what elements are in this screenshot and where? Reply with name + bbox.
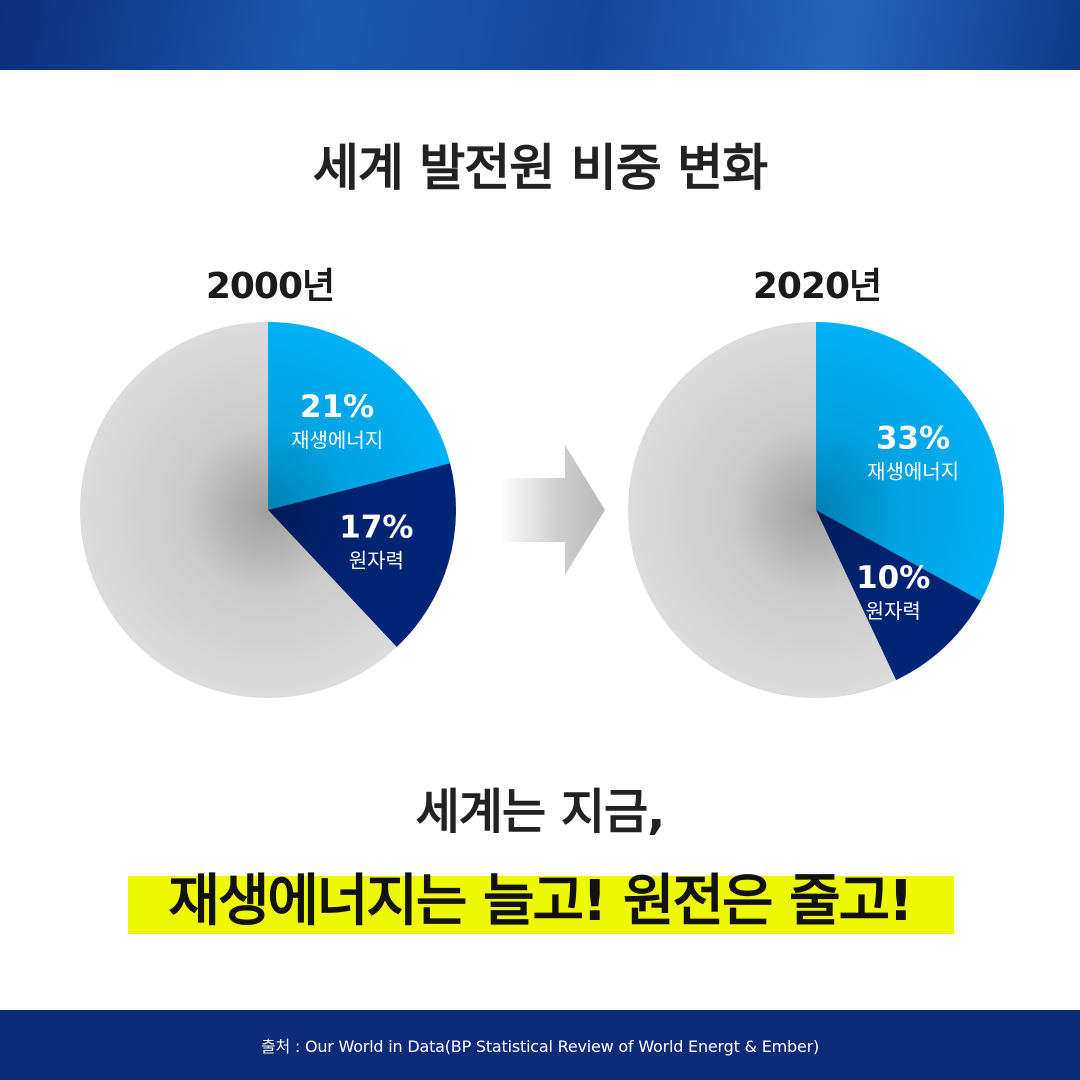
headline: 세계는 지금,: [415, 784, 666, 840]
slice-category-label: 재생에너지: [867, 460, 959, 484]
page-title: 세계 발전원 비중 변화: [312, 139, 768, 197]
pie-shading: [80, 322, 456, 698]
pie-shading: [628, 322, 1004, 698]
slice-value-label: 33%: [876, 421, 950, 457]
slice-category-label: 재생에너지: [291, 428, 383, 452]
highlight-text: 재생에너지는 늘고! 원전은 줄고!: [168, 869, 913, 934]
slice-value-label: 17%: [339, 509, 413, 545]
pie-chart-2020: 33% 재생에너지 10% 원자력: [627, 322, 1004, 698]
slice-value-label: 10%: [856, 560, 930, 596]
footer: 출처 : Our World in Data(BP Statistical Re…: [0, 1010, 1080, 1080]
arrow-right-icon: [500, 445, 605, 575]
slice-category-label: 원자력: [866, 599, 921, 623]
source-text: 출처 : Our World in Data(BP Statistical Re…: [260, 1037, 820, 1056]
slice-category-label: 원자력: [349, 548, 404, 572]
slice-value-label: 21%: [300, 389, 374, 425]
year-label-2000: 2000년: [205, 266, 335, 307]
top-banner: [0, 0, 1080, 70]
pie-chart-2000: 21% 재생에너지 17% 원자력: [79, 322, 456, 698]
highlight-bar: [128, 876, 954, 934]
year-label-2020: 2020년: [752, 266, 882, 307]
